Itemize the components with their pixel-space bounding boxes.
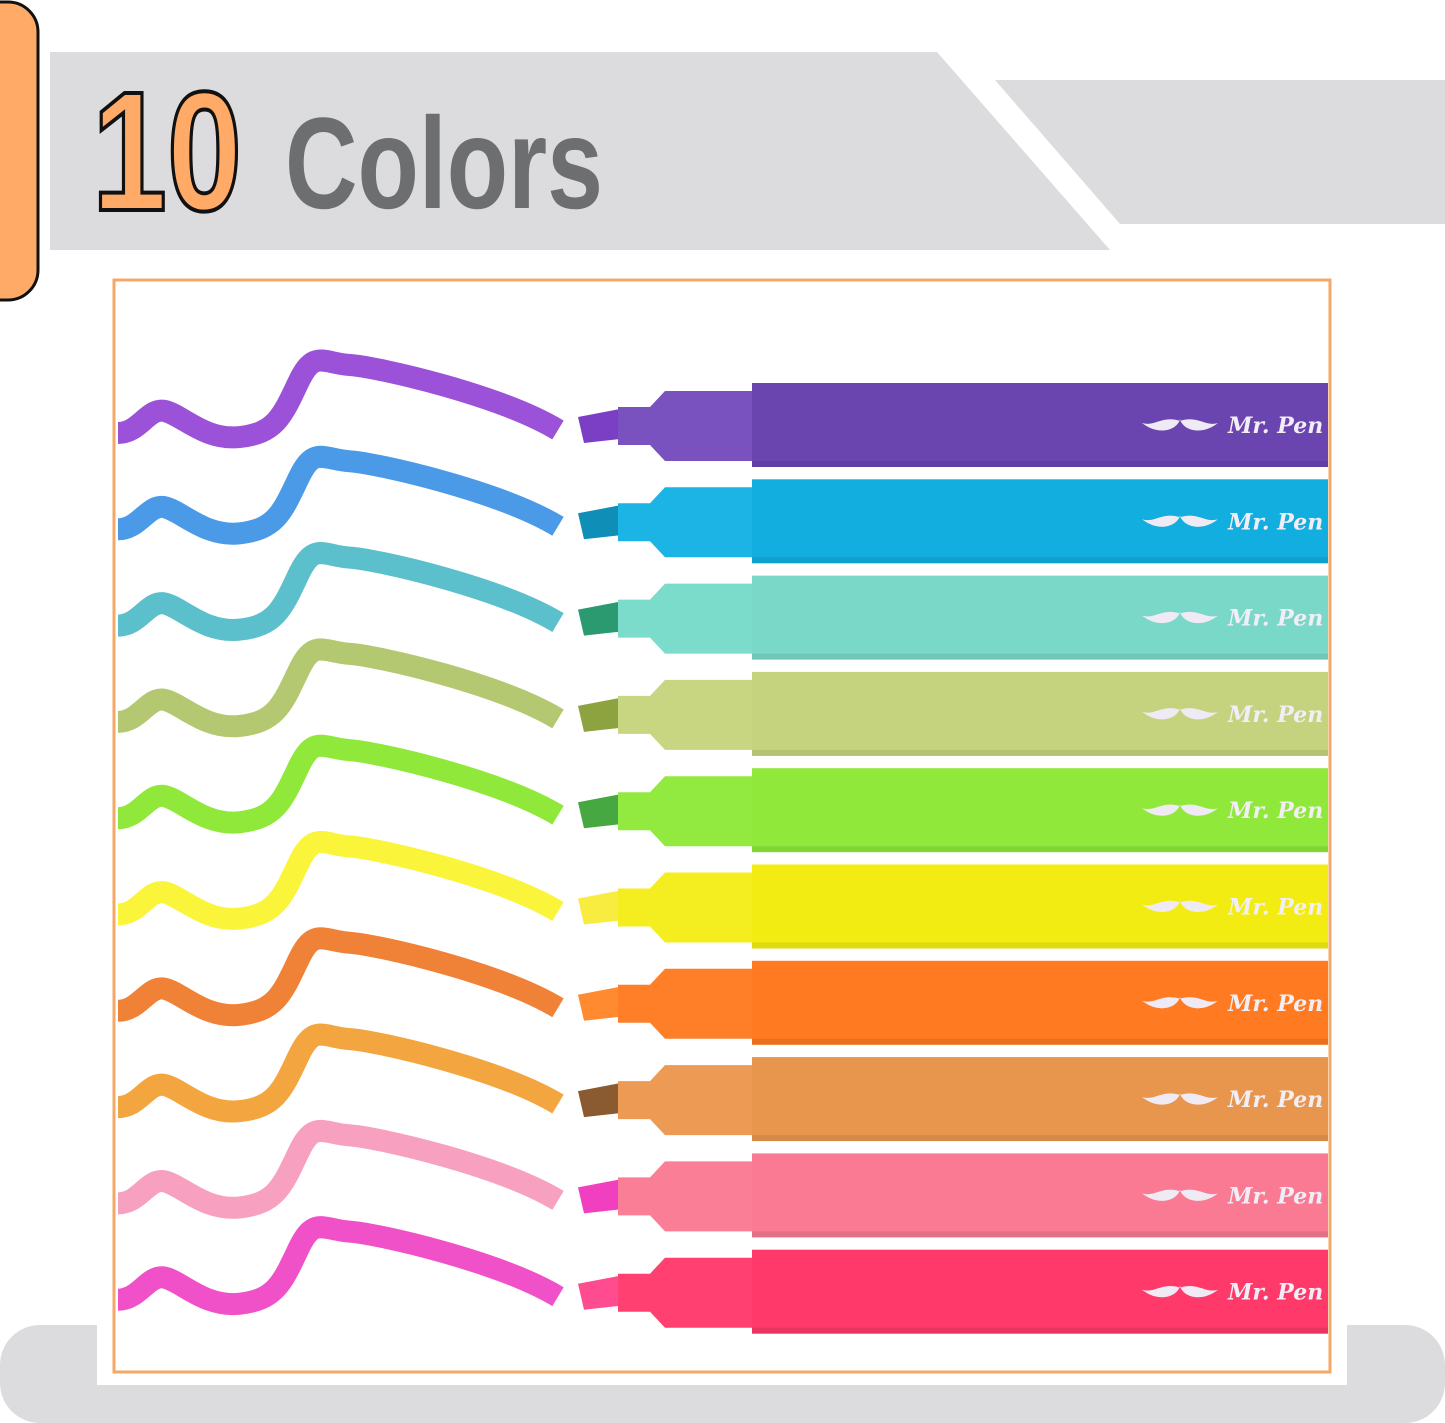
marker-tip: [578, 1275, 620, 1310]
color-swatch-stroke: [116, 1119, 564, 1219]
marker-body-shadow: [752, 557, 1328, 564]
color-swatch-stroke: [116, 542, 564, 641]
brand-label: Mr. Pen: [1227, 1183, 1323, 1209]
marker-body: [752, 864, 1328, 949]
marker-row-rose-red: Mr. Pen: [116, 1216, 1328, 1334]
marker-body: [752, 1249, 1328, 1334]
marker-row-pink: Mr. Pen: [116, 1119, 1328, 1238]
mustache-logo-icon: [1142, 707, 1218, 720]
marker-tip: [578, 794, 620, 829]
marker-body-shadow: [752, 749, 1328, 756]
header-banner: [50, 52, 1110, 250]
marker-cap: [618, 1161, 752, 1232]
marker-body-shadow: [752, 1038, 1328, 1045]
color-swatch-stroke: [116, 927, 564, 1027]
color-count: 10: [92, 57, 242, 247]
mustache-logo-icon: [1142, 515, 1218, 527]
marker-row-yellow: Mr. Pen: [116, 831, 1328, 949]
color-swatch-stroke: [116, 1023, 564, 1123]
accent-tab: [0, 0, 40, 302]
marker-row-turquoise: Mr. Pen: [116, 542, 1328, 660]
marker-body: [752, 575, 1328, 660]
mustache-logo-icon: [1142, 996, 1218, 1009]
marker-cap: [618, 872, 752, 943]
brand-label: Mr. Pen: [1227, 895, 1323, 921]
brand-label: Mr. Pen: [1227, 509, 1323, 535]
brand-label: Mr. Pen: [1227, 413, 1323, 439]
marker-body-shadow: [752, 846, 1328, 853]
mustache-logo-icon: [1142, 1093, 1218, 1105]
mustache-logo-icon: [1142, 419, 1218, 431]
marker-row-tan: Mr. Pen: [116, 1023, 1328, 1142]
marker-row-lime-green: Mr. Pen: [116, 734, 1328, 853]
marker-cap: [618, 1257, 752, 1328]
marker-body: [752, 383, 1328, 467]
marker-body-shadow: [752, 1327, 1328, 1334]
marker-tip: [578, 1083, 620, 1118]
marker-body: [752, 671, 1328, 756]
color-swatch-stroke: [116, 445, 564, 545]
marker-tip: [578, 505, 620, 540]
marker-cap: [618, 583, 752, 654]
brand-label: Mr. Pen: [1227, 702, 1323, 728]
marker-cap: [618, 776, 752, 847]
mustache-logo-icon: [1142, 804, 1218, 816]
marker-cap: [618, 968, 752, 1039]
marker-cap: [618, 391, 752, 461]
marker-row-sky-blue: Mr. Pen: [116, 445, 1328, 564]
marker-row-orange: Mr. Pen: [116, 927, 1328, 1045]
marker-body-shadow: [752, 653, 1328, 660]
marker-body: [752, 768, 1328, 853]
marker-tip: [578, 986, 620, 1021]
marker-row-purple: Mr. Pen: [116, 349, 1328, 467]
header-banner-right: [995, 80, 1445, 224]
marker-body: [752, 479, 1328, 564]
color-swatch-stroke: [116, 638, 564, 738]
marker-row-olive-green: Mr. Pen: [116, 638, 1328, 756]
marker-body-shadow: [752, 1231, 1328, 1238]
marker-tip: [578, 1179, 620, 1214]
color-swatch-stroke: [116, 831, 564, 930]
marker-body-shadow: [752, 942, 1328, 949]
brand-label: Mr. Pen: [1227, 798, 1323, 824]
marker-body-shadow: [752, 1135, 1328, 1142]
brand-label: Mr. Pen: [1227, 991, 1323, 1017]
marker-body: [752, 960, 1328, 1045]
marker-tip: [578, 890, 620, 925]
mustache-logo-icon: [1142, 900, 1218, 913]
color-swatch-stroke: [116, 349, 564, 449]
mustache-logo-icon: [1142, 1285, 1218, 1298]
marker-cap: [618, 487, 752, 558]
header-title: Colors: [285, 90, 603, 236]
marker-tip: [578, 409, 620, 443]
marker-body-shadow: [752, 461, 1328, 467]
brand-label: Mr. Pen: [1227, 1280, 1323, 1306]
marker-cap: [618, 679, 752, 750]
brand-label: Mr. Pen: [1227, 1087, 1323, 1113]
marker-body: [752, 1153, 1328, 1238]
brand-label: Mr. Pen: [1227, 606, 1323, 632]
frame-border: [112, 278, 1332, 1374]
marker-cap: [618, 1065, 752, 1136]
marker-tip: [578, 601, 620, 636]
color-swatch-stroke: [116, 1216, 564, 1316]
color-swatch-stroke: [116, 734, 564, 834]
mustache-logo-icon: [1142, 1189, 1218, 1201]
marker-tip: [578, 697, 620, 732]
marker-body: [752, 1057, 1328, 1142]
mustache-logo-icon: [1142, 611, 1218, 624]
